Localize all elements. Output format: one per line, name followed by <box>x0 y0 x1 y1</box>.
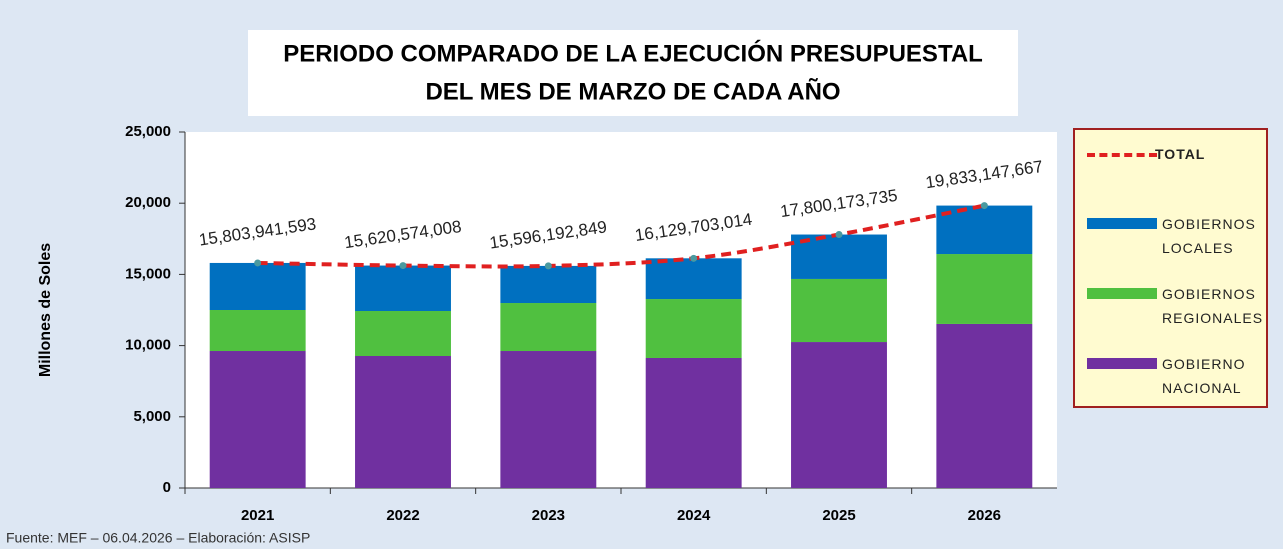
bar-segment <box>791 278 887 343</box>
chart-title: PERIODO COMPARADO DE LA EJECUCIÓN PRESUP… <box>283 39 983 67</box>
total-marker <box>835 231 843 239</box>
bar-segment <box>355 265 451 311</box>
y-tick-label: 5,000 <box>133 408 171 425</box>
total-marker <box>690 254 698 262</box>
bar-segment <box>936 254 1033 324</box>
y-axis-label: Millones de Soles <box>37 243 54 377</box>
legend-label: GOBIERNOS LOCALES <box>1162 216 1256 256</box>
legend-swatch <box>1087 153 1157 157</box>
bar-segment <box>500 303 597 352</box>
plot-area <box>185 132 1057 488</box>
bar-segment <box>209 262 306 310</box>
legend-label: GOBIERNOS REGIONALES <box>1162 286 1264 326</box>
bar-segment <box>355 355 451 488</box>
total-marker <box>399 262 407 270</box>
x-tick-label: 2024 <box>677 507 711 524</box>
legend-swatch <box>1087 288 1157 299</box>
bar-segment <box>645 299 742 358</box>
title-box <box>248 30 1018 116</box>
bar-segment <box>500 351 597 488</box>
x-tick-label: 2021 <box>241 507 274 524</box>
total-marker <box>544 262 552 270</box>
y-tick-label: 25,000 <box>125 123 171 140</box>
legend: TOTAL GOBIERNOS LOCALES GOBIERNOS REGIONAL… <box>1073 128 1268 408</box>
x-tick-label: 2025 <box>822 507 855 524</box>
total-marker <box>254 259 262 267</box>
legend-label: TOTAL <box>1155 146 1206 162</box>
bar-segment <box>645 357 742 488</box>
legend-swatch <box>1087 218 1157 229</box>
bar-segment <box>209 351 306 488</box>
y-tick-label: 15,000 <box>125 265 171 282</box>
bar-segment <box>209 310 306 352</box>
total-line <box>257 203 985 269</box>
legend-swatch <box>1087 358 1157 369</box>
total-marker <box>980 202 988 210</box>
y-tick-label: 0 <box>163 479 171 496</box>
bar-segment <box>936 323 1033 488</box>
bar-segment <box>500 265 597 304</box>
chart-title: DEL MES DE MARZO DE CADA AÑO <box>425 77 840 105</box>
bar-segment <box>936 205 1033 255</box>
bar-segment <box>355 310 451 356</box>
source: Fuente: MEF – 06.04.2026 – Elaboración: … <box>6 530 310 546</box>
bar-segment <box>791 342 887 488</box>
x-tick-label: 2022 <box>386 507 419 524</box>
y-tick-label: 20,000 <box>125 194 171 211</box>
x-tick-label: 2026 <box>968 507 1001 524</box>
x-tick-label: 2023 <box>532 507 565 524</box>
y-tick-label: 10,000 <box>125 337 171 354</box>
legend-label: GOBIERNO NACIONAL <box>1162 356 1246 396</box>
bar-segment <box>645 258 742 300</box>
